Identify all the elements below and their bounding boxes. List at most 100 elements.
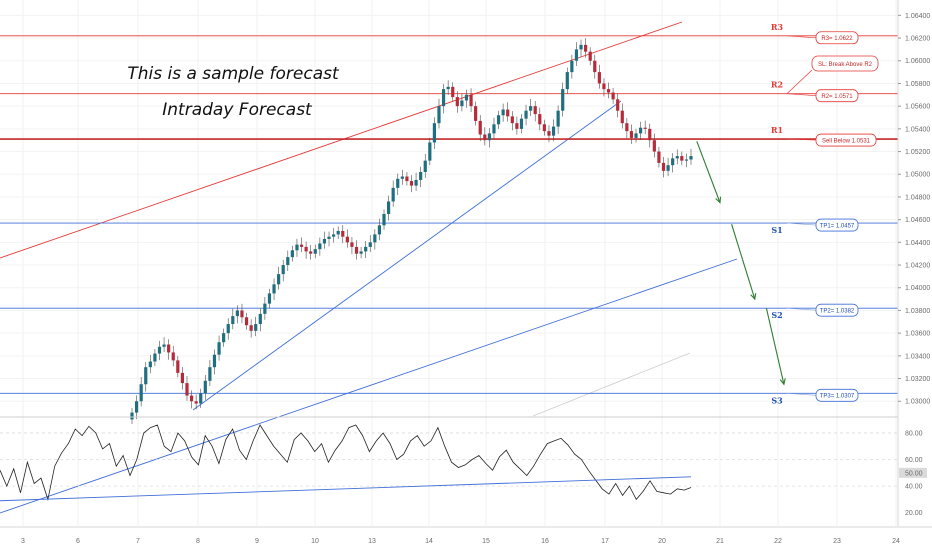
candle-body	[212, 354, 217, 368]
candle-body	[455, 97, 459, 107]
y-tick-label: 1.04000	[905, 285, 930, 292]
level-name-s2: S2	[771, 310, 782, 320]
y-tick-label: 1.03800	[905, 308, 930, 315]
candle-body	[579, 44, 583, 50]
chart-title: This is a sample forecast	[127, 64, 340, 84]
level-callout-text-s1: TP1= 1.0457	[820, 223, 855, 229]
candle-body	[671, 158, 675, 166]
candle-body	[464, 94, 469, 101]
candle-body	[341, 230, 345, 237]
candle-body	[299, 244, 304, 247]
candle-body	[625, 123, 629, 132]
candle-body	[460, 100, 464, 107]
candle-body	[180, 372, 185, 384]
y-tick-label: 1.04600	[905, 217, 930, 224]
level-callout-box-s2	[815, 303, 859, 317]
forecast-segment	[765, 308, 785, 385]
x-tick-label: 21	[716, 538, 724, 545]
rsi-y-tick-label: 80.00	[905, 430, 923, 437]
candle-body	[533, 106, 537, 115]
candle-body	[657, 151, 661, 163]
level-name-s3: S3	[771, 395, 783, 405]
x-tick-label: 22	[774, 538, 782, 545]
candle-body	[400, 176, 404, 179]
candle-body	[226, 324, 230, 334]
candle-body	[405, 176, 409, 182]
level-callout-box-s3	[815, 388, 859, 402]
rsi-trend-line	[0, 476, 692, 502]
candle-body	[588, 51, 592, 61]
x-tick-label: 3	[21, 538, 25, 545]
candle-body	[606, 89, 611, 93]
candle-body	[240, 310, 244, 318]
candle-body	[602, 83, 606, 90]
candle-body	[501, 109, 505, 116]
candle-body	[487, 133, 491, 141]
candle-body	[134, 401, 139, 413]
candles	[130, 38, 693, 424]
candle-body	[524, 110, 528, 119]
candle-body	[354, 246, 359, 254]
level-connector-s3	[786, 393, 817, 396]
candle-body	[327, 236, 331, 239]
level-connector-r1	[786, 138, 817, 141]
forecast-arrowhead	[750, 293, 757, 301]
candle-body	[652, 140, 656, 152]
level-name-r2: R2	[771, 80, 783, 90]
x-tick-label: 14	[425, 538, 433, 545]
y-tick-label: 1.03000	[905, 399, 930, 406]
candle-body	[249, 325, 253, 331]
forecast-arrowhead	[779, 378, 786, 386]
y-tick-label: 1.04400	[905, 240, 930, 247]
candle-body	[680, 156, 684, 161]
candle-body	[510, 116, 514, 124]
rsi-y-tick-label: 20.00	[905, 510, 923, 517]
level-callout-text-r2: R2= 1.0571	[821, 94, 853, 100]
level-name-s1: S1	[771, 225, 782, 235]
level-connector-s2	[786, 307, 817, 311]
candle-body	[661, 162, 666, 171]
level-name-r3: R3	[771, 22, 784, 32]
candle-body	[359, 251, 363, 254]
y-tick-label: 1.06400	[905, 13, 930, 20]
candle-body	[437, 106, 441, 124]
candle-body	[574, 49, 579, 61]
candle-body	[638, 127, 643, 134]
candle-body	[469, 94, 473, 107]
candle-body	[322, 238, 327, 244]
candle-body	[176, 360, 180, 373]
candle-body	[139, 384, 143, 402]
forecast-arrowhead	[715, 196, 722, 204]
rising-support-line	[192, 100, 622, 411]
candle-body	[235, 310, 239, 317]
candle-body	[267, 293, 272, 304]
x-tick-label: 13	[368, 538, 376, 545]
candle-body	[189, 395, 194, 402]
level-connector-s1	[786, 222, 817, 226]
candle-body	[689, 156, 693, 160]
candle-body	[345, 236, 349, 243]
y-tick-label: 1.03400	[905, 353, 930, 360]
candle-body	[272, 284, 276, 294]
x-tick-label: 15	[482, 538, 490, 545]
candle-body	[542, 124, 546, 132]
candle-body	[428, 142, 432, 161]
moving-average-line	[532, 352, 691, 417]
candle-body	[519, 118, 524, 129]
candle-body	[419, 171, 423, 180]
candle-body	[377, 225, 382, 235]
candle-body	[130, 412, 134, 420]
forecast-path	[696, 141, 786, 386]
y-tick-label: 1.05800	[905, 81, 930, 88]
forecast-segment	[731, 224, 756, 300]
y-tick-label: 1.04200	[905, 263, 930, 270]
level-callout-box-r1	[815, 133, 877, 147]
y-tick-label: 1.05000	[905, 172, 930, 179]
candle-body	[551, 126, 556, 136]
candle-body	[620, 110, 624, 124]
level-callout-box-s1	[815, 218, 859, 232]
rsi-y-tick-label: 40.00	[905, 484, 923, 491]
